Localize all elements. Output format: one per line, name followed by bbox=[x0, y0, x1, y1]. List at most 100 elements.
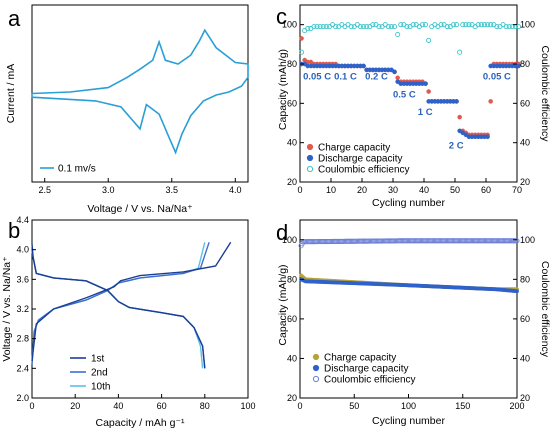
data-point bbox=[333, 24, 339, 30]
legend-label: Discharge capacity bbox=[324, 364, 408, 375]
panel-b-letter: b bbox=[8, 218, 20, 243]
data-point bbox=[475, 22, 481, 28]
x-tick-label: 0 bbox=[297, 185, 302, 195]
y2-tick-label: 100 bbox=[520, 235, 535, 245]
x-tick-label: 3.0 bbox=[102, 185, 115, 195]
legend-marker bbox=[306, 143, 314, 151]
panel-a-xlabel: Voltage / V vs. Na/Na⁺ bbox=[87, 203, 193, 215]
legend-label: 10th bbox=[91, 382, 110, 393]
y-tick-label: 4.4 bbox=[16, 215, 29, 225]
data-point bbox=[516, 63, 521, 69]
data-point bbox=[298, 49, 305, 55]
panel-b-xlabel: Capacity / mAh g⁻¹ bbox=[96, 417, 185, 429]
x-tick-label: 4.0 bbox=[229, 185, 242, 195]
data-point bbox=[305, 26, 311, 32]
data-point bbox=[388, 24, 395, 30]
x-tick-label: 100 bbox=[401, 401, 416, 411]
data-point bbox=[457, 114, 462, 120]
x-tick-label: 0 bbox=[29, 401, 34, 411]
y-tick-label: 20 bbox=[287, 177, 297, 187]
y-tick-label: 20 bbox=[287, 393, 297, 403]
y2-tick-label: 100 bbox=[520, 20, 535, 30]
panel-c-ylabel: Capacity (mAh/g) bbox=[277, 49, 289, 130]
data-point bbox=[364, 24, 370, 30]
panel-a-frame bbox=[31, 4, 249, 183]
data-point bbox=[515, 289, 519, 294]
data-point bbox=[453, 22, 460, 28]
y2-tick-label: 80 bbox=[520, 274, 530, 284]
legend-label: Coulombic efficiency bbox=[324, 375, 416, 386]
legend-label: Charge capacity bbox=[324, 353, 396, 364]
x-tick-label: 0 bbox=[297, 401, 302, 411]
data-point bbox=[426, 89, 431, 94]
legend-label: Discharge capacity bbox=[318, 154, 402, 165]
x-tick-label: 150 bbox=[455, 401, 470, 411]
legend-label: Coulombic efficiency bbox=[318, 165, 410, 176]
panel-d-letter: d bbox=[276, 220, 288, 245]
data-point bbox=[357, 24, 364, 30]
data-point bbox=[392, 69, 397, 75]
y-tick-label: 2.4 bbox=[16, 363, 29, 373]
discharge-curve bbox=[31, 243, 206, 369]
data-point bbox=[444, 24, 450, 30]
y-tick-label: 80 bbox=[287, 59, 297, 69]
y2-tick-label: 20 bbox=[520, 177, 530, 187]
rate-label: 0.05 C bbox=[303, 72, 331, 83]
panel-c-xlabel: Cycling number bbox=[372, 197, 445, 209]
x-tick-label: 30 bbox=[388, 185, 398, 195]
y2-tick-label: 40 bbox=[520, 138, 530, 148]
data-point bbox=[320, 24, 326, 30]
data-point bbox=[463, 22, 469, 28]
data-point bbox=[478, 22, 484, 28]
y-tick-label: 100 bbox=[282, 20, 297, 30]
data-point bbox=[376, 24, 382, 30]
x-tick-label: 60 bbox=[481, 185, 491, 195]
data-point bbox=[422, 22, 429, 28]
y-tick-label: 2.0 bbox=[16, 393, 29, 403]
data-point bbox=[516, 24, 522, 30]
data-point bbox=[450, 22, 457, 28]
data-point bbox=[460, 22, 466, 28]
data-point bbox=[419, 22, 426, 28]
panel-c: c0 10 20 30 40 50 60 702040608010020406080100Cy… bbox=[276, 4, 550, 209]
legend-label: 0.1 mv/s bbox=[58, 164, 96, 175]
x-tick-label: 100 bbox=[240, 401, 255, 411]
x-tick-label: 70 bbox=[512, 185, 522, 195]
rate-label: 0.05 C bbox=[483, 72, 511, 83]
data-point bbox=[299, 36, 304, 41]
data-point bbox=[348, 24, 354, 30]
y2-tick-label: 40 bbox=[520, 353, 530, 363]
panel-b: b 0 20 40 60 80 100 2.0 2.4 2.8 3.2 3.6 4.0 4.4 Capaci… bbox=[1, 215, 256, 429]
data-point bbox=[314, 24, 320, 30]
rate-label: 0.5 C bbox=[393, 89, 416, 100]
x-tick-label: 20 bbox=[357, 185, 367, 195]
data-point bbox=[385, 24, 391, 30]
y-tick-label: 40 bbox=[287, 138, 297, 148]
data-point bbox=[423, 81, 428, 86]
data-point bbox=[494, 24, 500, 30]
rate-label: 0.2 C bbox=[365, 72, 388, 83]
x-tick-label: 60 bbox=[157, 401, 167, 411]
cv-curve bbox=[31, 28, 249, 155]
legend-label: 2nd bbox=[91, 368, 108, 379]
panel-c-y2label: Coulombic efficiency bbox=[539, 45, 550, 142]
x-tick-label: 40 bbox=[113, 401, 123, 411]
data-point bbox=[438, 22, 444, 28]
data-point bbox=[514, 238, 520, 244]
x-tick-label: 200 bbox=[509, 401, 524, 411]
legend-marker bbox=[312, 353, 320, 361]
data-point bbox=[454, 99, 459, 104]
discharge-curve bbox=[31, 249, 204, 369]
data-point bbox=[484, 22, 491, 28]
legend-marker bbox=[306, 165, 314, 173]
y-tick-label: 3.6 bbox=[16, 274, 29, 284]
y2-tick-label: 60 bbox=[520, 98, 530, 108]
x-tick-label: 50 bbox=[349, 401, 359, 411]
data-point bbox=[404, 24, 410, 30]
data-point bbox=[361, 63, 366, 69]
x-tick-label: 10 bbox=[326, 185, 336, 195]
data-point bbox=[410, 22, 416, 28]
y-tick-label: 60 bbox=[287, 314, 297, 324]
y-tick-label: 40 bbox=[287, 353, 297, 363]
